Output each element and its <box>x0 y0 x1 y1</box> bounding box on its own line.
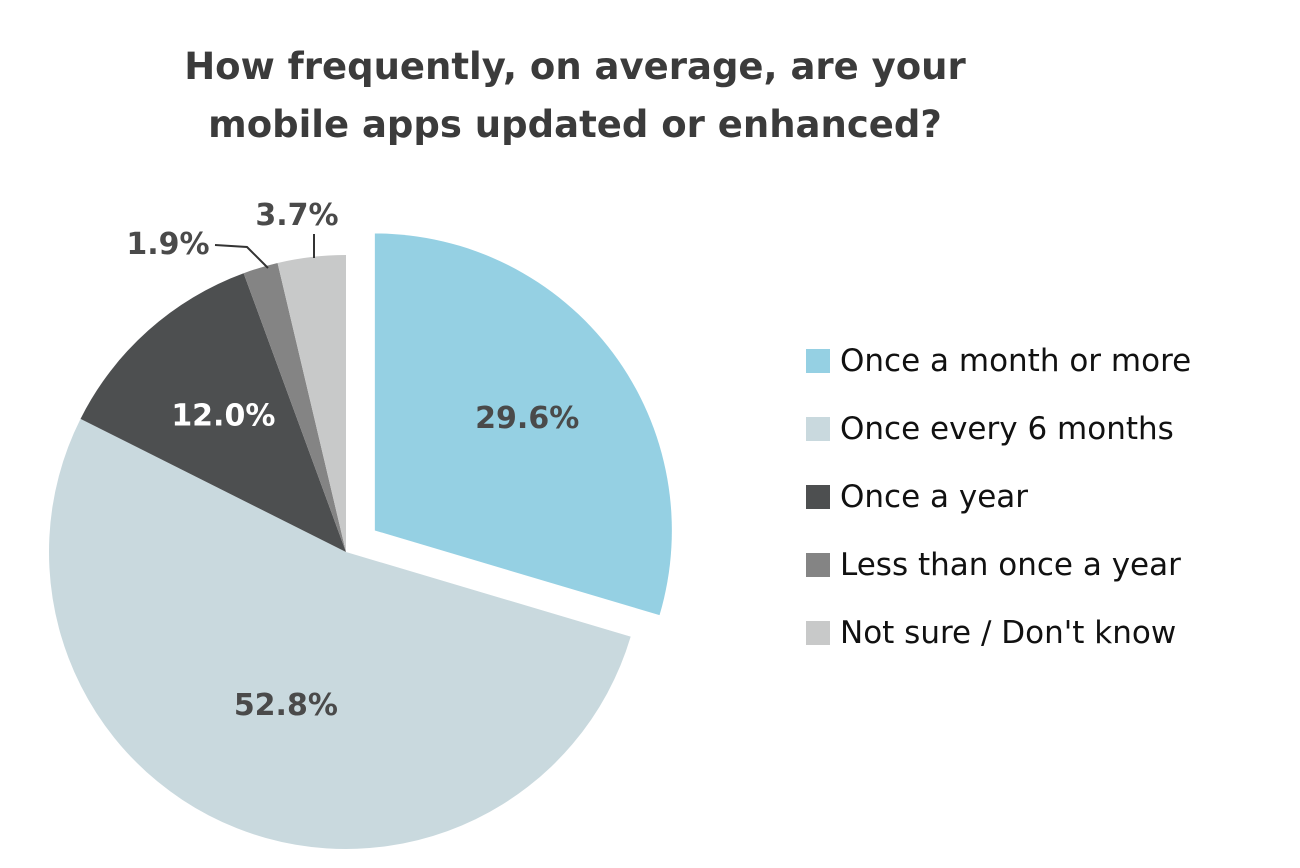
legend-label: Less than once a year <box>840 547 1181 583</box>
slice-label: 29.6% <box>475 401 579 436</box>
legend-label: Once every 6 months <box>840 411 1174 447</box>
legend: Once a month or more Once every 6 months… <box>806 316 1191 678</box>
pie-slice <box>48 418 631 850</box>
pie-slice <box>374 233 672 616</box>
pie-slice <box>243 262 346 552</box>
legend-swatch <box>806 417 830 441</box>
legend-label: Once a year <box>840 479 1029 515</box>
legend-swatch <box>806 621 830 645</box>
legend-item: Once a year <box>806 452 1191 542</box>
chart-title: How frequently, on average, are your mob… <box>150 38 1000 154</box>
title-line-1: How frequently, on average, are your <box>184 45 966 88</box>
pie-slice <box>80 273 346 552</box>
legend-item: Once every 6 months <box>806 384 1191 474</box>
legend-label: Once a month or more <box>840 343 1192 379</box>
legend-swatch <box>806 485 830 509</box>
slice-label: 12.0% <box>171 399 275 434</box>
pie-slice <box>277 255 346 552</box>
legend-item: Once a month or more <box>806 316 1191 406</box>
legend-swatch <box>806 349 830 373</box>
slice-label: 1.9% <box>126 227 209 262</box>
leader-line <box>214 244 269 269</box>
legend-swatch <box>806 553 830 577</box>
pie-chart: 29.6% 52.8% 12.0% 1.9% 3.7% <box>48 198 672 850</box>
legend-item: Less than once a year <box>806 520 1191 610</box>
title-line-2: mobile apps updated or enhanced? <box>208 103 942 146</box>
slice-label: 3.7% <box>255 198 338 233</box>
slice-label: 52.8% <box>234 688 338 723</box>
legend-label: Not sure / Don't know <box>840 615 1177 651</box>
legend-item: Not sure / Don't know <box>806 588 1191 678</box>
